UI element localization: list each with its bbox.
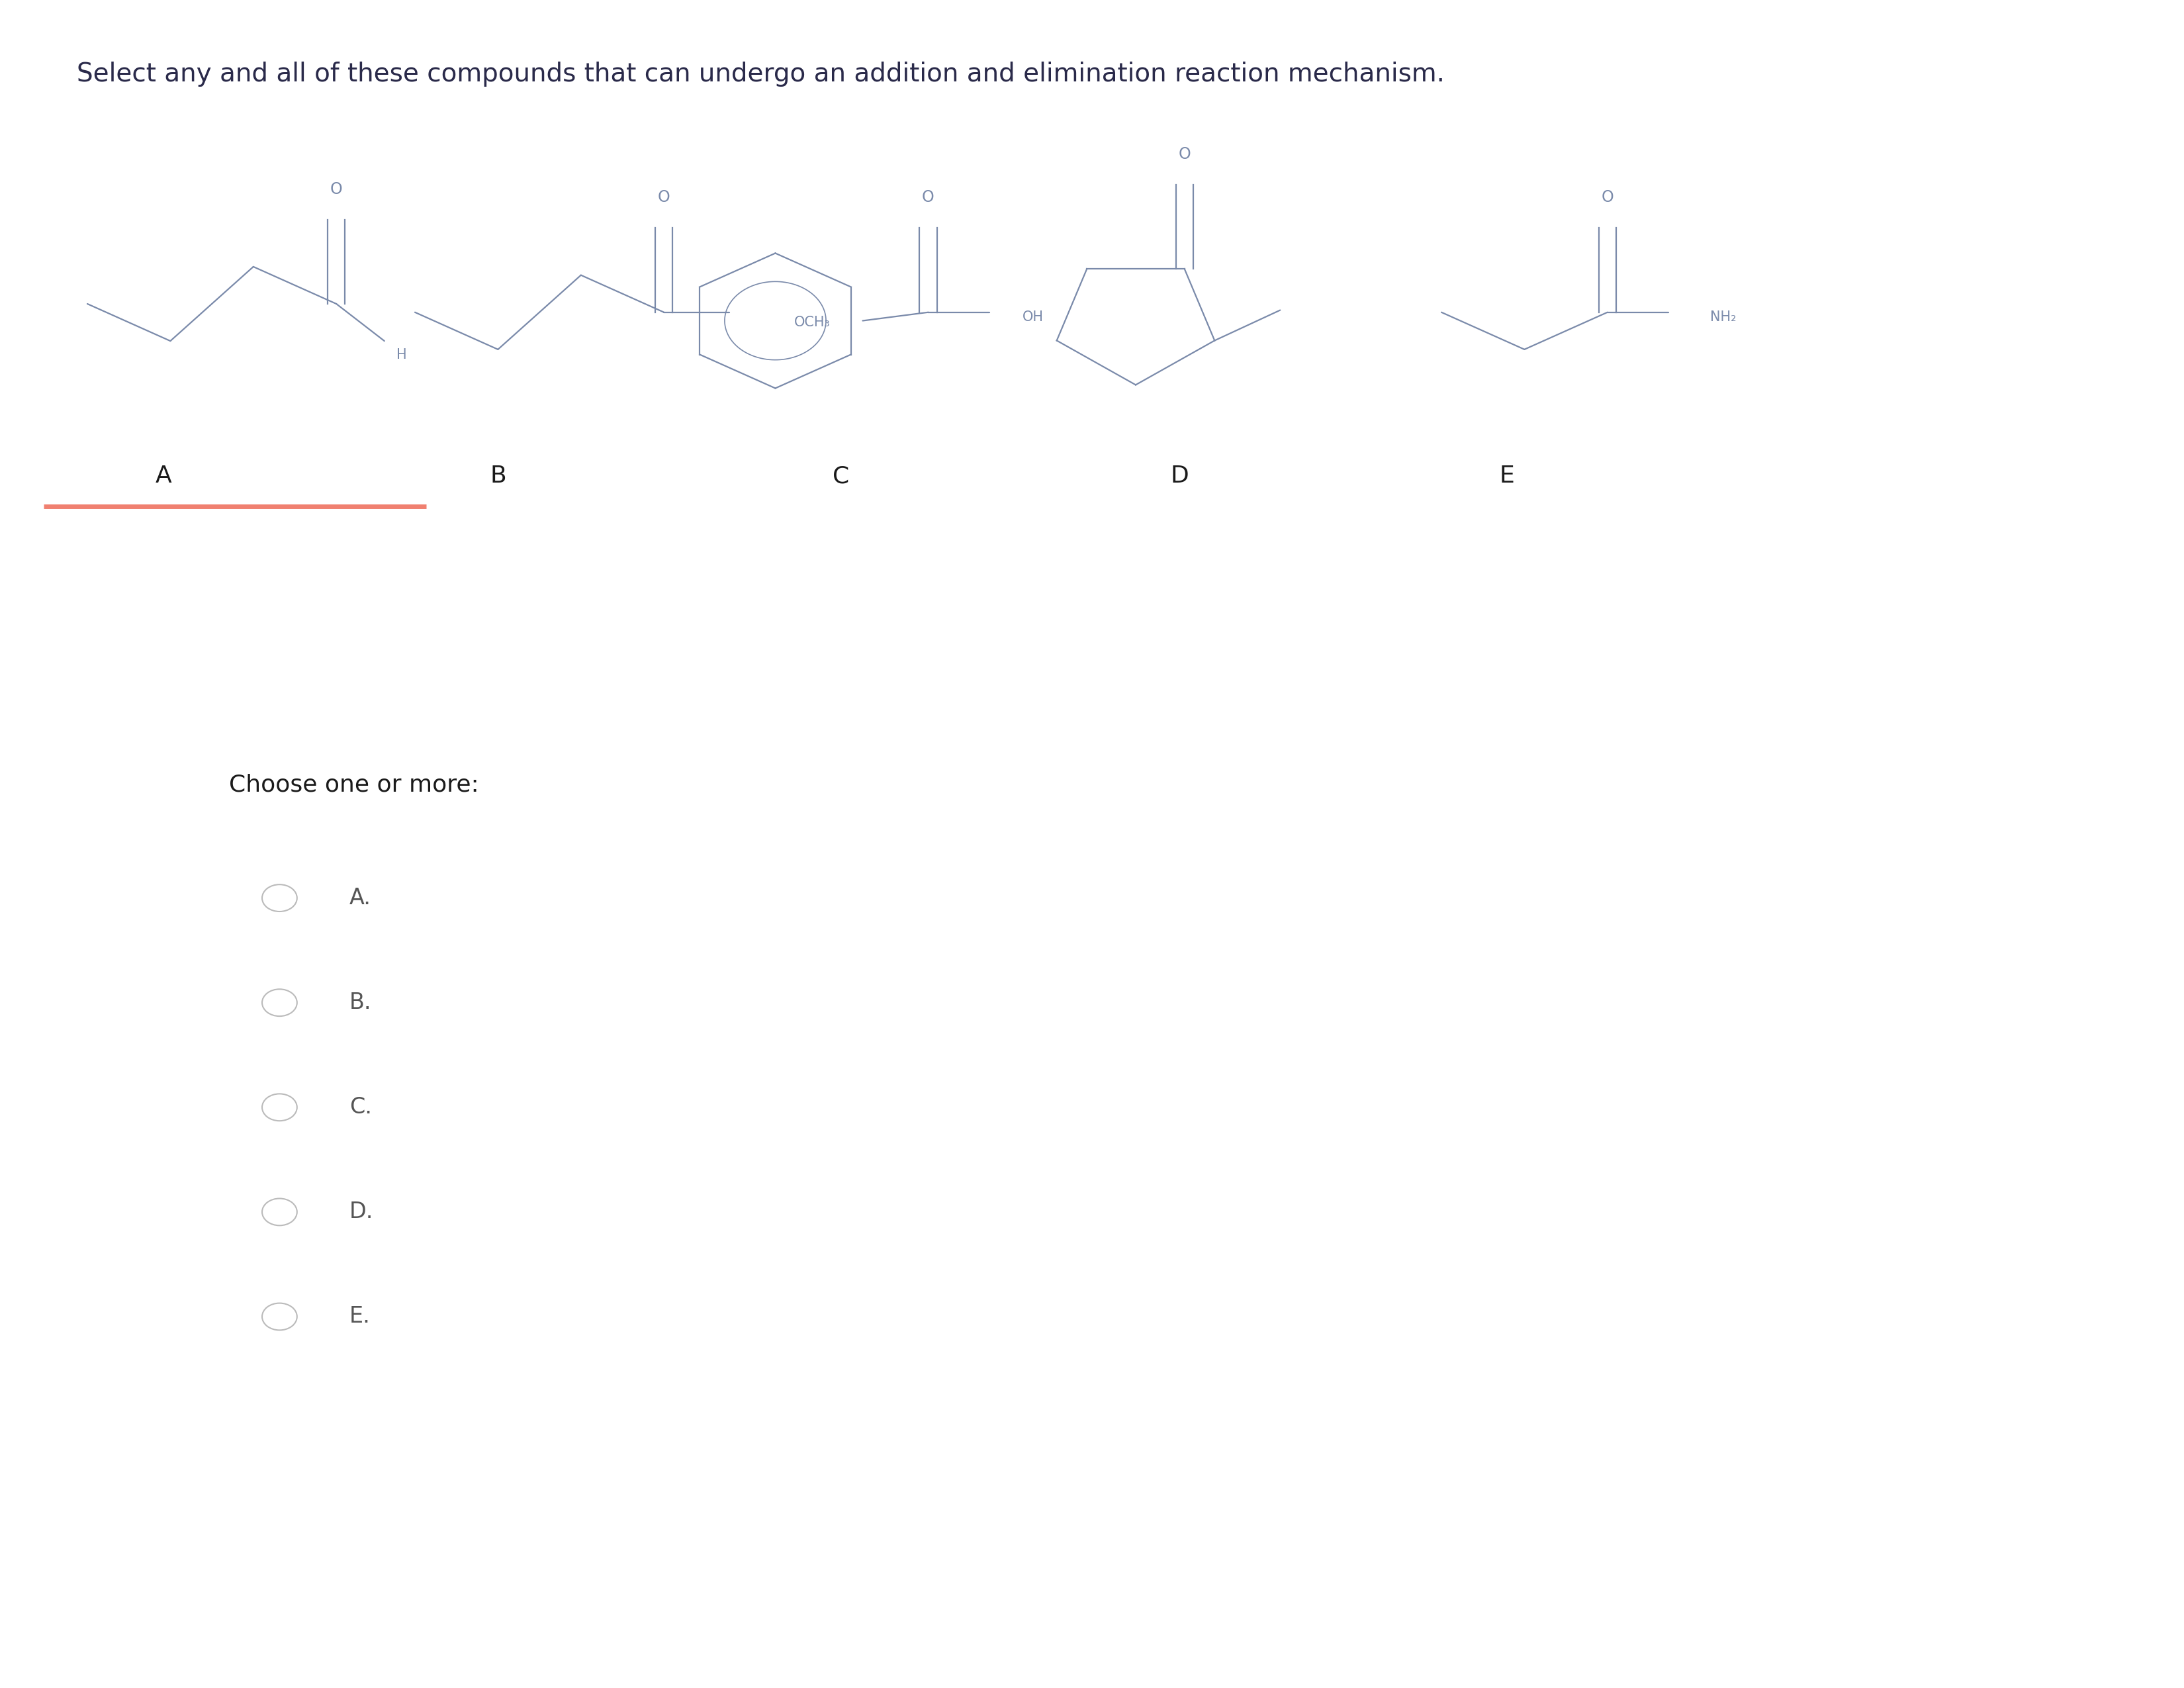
Text: NH₂: NH₂ bbox=[1710, 311, 1736, 324]
Text: OH: OH bbox=[1022, 311, 1044, 324]
Text: C.: C. bbox=[349, 1097, 371, 1117]
Text: B: B bbox=[489, 464, 507, 488]
Text: D: D bbox=[1171, 464, 1188, 488]
Text: O: O bbox=[330, 181, 343, 197]
Text: O: O bbox=[1601, 189, 1614, 206]
Text: E.: E. bbox=[349, 1307, 371, 1327]
Text: B.: B. bbox=[349, 993, 371, 1013]
Text: O: O bbox=[1177, 147, 1190, 162]
Text: A: A bbox=[155, 464, 173, 488]
Text: C: C bbox=[832, 464, 850, 488]
Text: Select any and all of these compounds that can undergo an addition and eliminati: Select any and all of these compounds th… bbox=[76, 62, 1444, 86]
Text: OCH₃: OCH₃ bbox=[795, 316, 830, 329]
Text: Choose one or more:: Choose one or more: bbox=[229, 773, 478, 797]
Text: A.: A. bbox=[349, 888, 371, 908]
Text: O: O bbox=[922, 189, 935, 206]
Text: D.: D. bbox=[349, 1202, 373, 1222]
Text: H: H bbox=[397, 348, 406, 361]
Text: O: O bbox=[657, 189, 670, 206]
Text: E: E bbox=[1500, 464, 1514, 488]
